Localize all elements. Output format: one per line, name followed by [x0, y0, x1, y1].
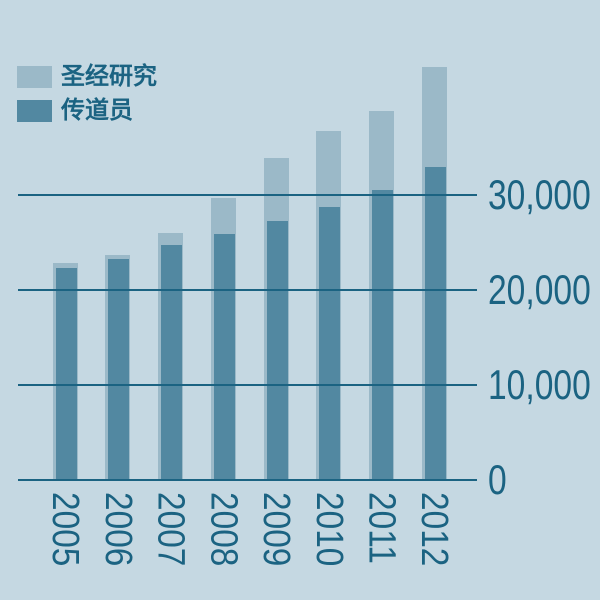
y-axis-label-10000: 10,000	[488, 361, 591, 408]
x-axis-label-2011: 2011	[360, 492, 403, 564]
bar-publishers-2010	[319, 206, 341, 480]
y-axis-label-30000: 30,000	[488, 171, 591, 218]
x-axis-label-2012: 2012	[413, 492, 456, 567]
gridline-0	[18, 479, 477, 481]
legend-label-publishers: 传道员	[61, 97, 133, 124]
gridline-20000	[18, 289, 477, 291]
bar-publishers-2007	[161, 245, 183, 480]
bar-publishers-2008	[213, 233, 235, 480]
gridline-10000	[18, 384, 477, 386]
x-axis-label-2005: 2005	[44, 492, 87, 567]
legend-item-bible-studies: 圣经研究	[17, 63, 157, 90]
x-axis-label-2008: 2008	[202, 492, 245, 567]
y-axis-label-0: 0	[488, 456, 507, 503]
bar-publishers-2012	[424, 166, 446, 480]
legend-swatch-bible-studies	[17, 66, 52, 88]
x-axis-label-2009: 2009	[255, 492, 298, 567]
bar-publishers-2006	[108, 259, 130, 480]
legend-label-bible-studies: 圣经研究	[61, 63, 157, 90]
legend-swatch-publishers	[17, 100, 52, 122]
bar-publishers-2005	[55, 268, 77, 480]
x-axis-label-2010: 2010	[307, 492, 350, 567]
bar-publishers-2011	[371, 190, 393, 480]
bar-publishers-2009	[266, 221, 288, 480]
y-axis-label-20000: 20,000	[488, 266, 591, 313]
x-axis-label-2007: 2007	[149, 492, 192, 567]
x-axis-label-2006: 2006	[96, 492, 139, 567]
legend-item-publishers: 传道员	[17, 97, 133, 124]
gridline-30000	[18, 194, 477, 196]
